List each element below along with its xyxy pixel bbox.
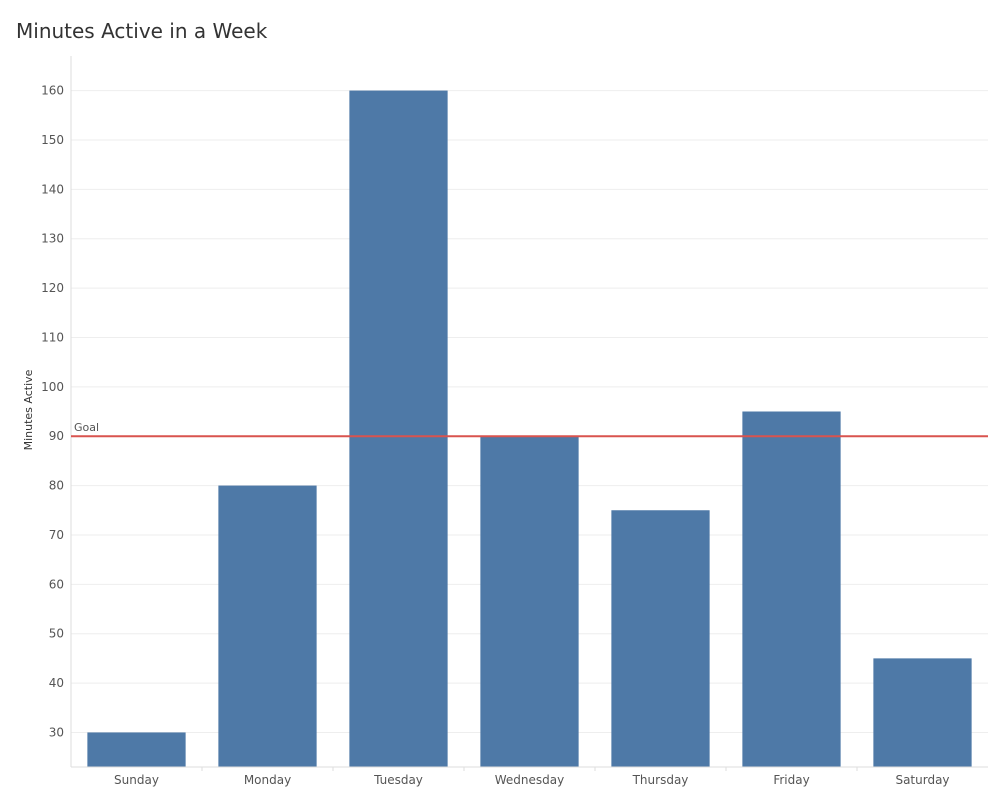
y-tick-label: 80 xyxy=(49,479,64,493)
y-tick-label: 30 xyxy=(49,725,64,739)
x-tick-label: Monday xyxy=(244,773,291,787)
bar-thursday[interactable] xyxy=(611,510,710,767)
x-tick-label: Thursday xyxy=(632,773,689,787)
y-tick-label: 40 xyxy=(49,676,64,690)
y-tick-label: 160 xyxy=(41,84,64,98)
bar-saturday[interactable] xyxy=(873,658,972,767)
goal-reference: Goal xyxy=(71,421,988,438)
bar-tuesday[interactable] xyxy=(349,90,448,767)
bar-wednesday[interactable] xyxy=(480,436,579,767)
chart-title: Minutes Active in a Week xyxy=(16,19,268,43)
bar-sunday[interactable] xyxy=(87,732,186,767)
axes: 30 40 50 60 70 80 90 100 110 120 130 140 150 160 Sunda… xyxy=(41,56,988,787)
bar-friday[interactable] xyxy=(742,411,841,768)
bars xyxy=(87,90,972,768)
x-tick-label: Friday xyxy=(773,773,809,787)
x-tick-label: Sunday xyxy=(114,773,159,787)
y-tick-label: 100 xyxy=(41,380,64,394)
y-tick-label: 50 xyxy=(49,627,64,641)
y-tick-label: 130 xyxy=(41,232,64,246)
y-tick-label: 150 xyxy=(41,133,64,147)
y-tick-label: 60 xyxy=(49,577,64,591)
goal-label: Goal xyxy=(74,421,99,434)
x-tick-label: Tuesday xyxy=(373,773,423,787)
bar-monday[interactable] xyxy=(218,485,317,767)
y-tick-label: 110 xyxy=(41,330,64,344)
y-tick-label: 120 xyxy=(41,281,64,295)
y-axis-label: Minutes Active xyxy=(22,369,35,450)
y-tick-label: 70 xyxy=(49,528,64,542)
y-tick-label: 140 xyxy=(41,182,64,196)
x-tick-label: Wednesday xyxy=(495,773,564,787)
y-tick-label: 90 xyxy=(49,429,64,443)
x-tick-label: Saturday xyxy=(895,773,949,787)
